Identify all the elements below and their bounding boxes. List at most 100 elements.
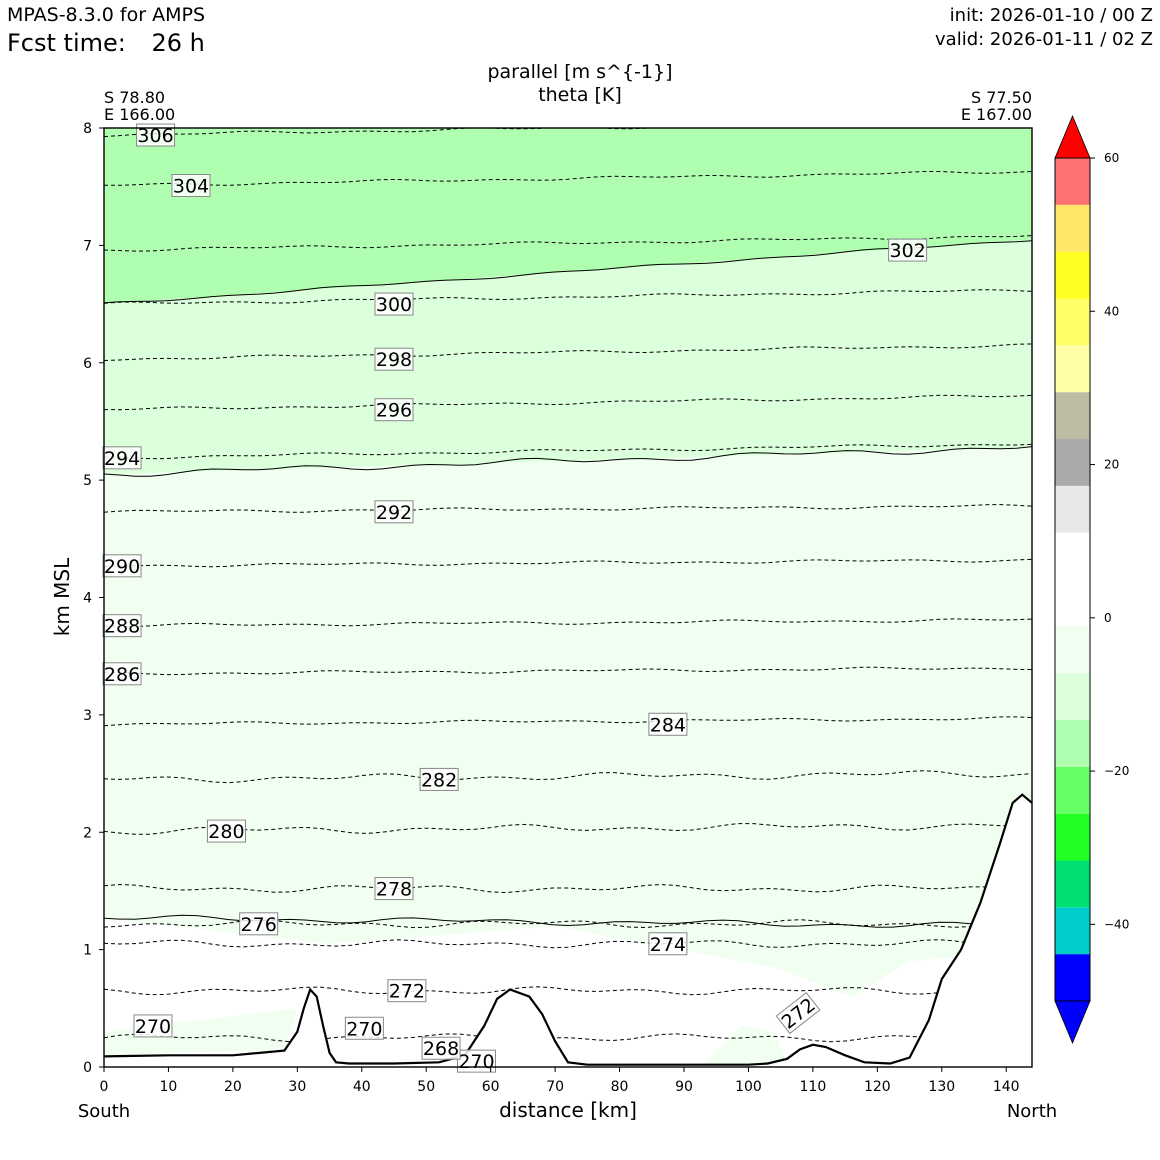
plot-area — [104, 128, 1032, 1067]
theta-label-304: 304 — [171, 174, 211, 198]
forecast-time-label: Fcst time: — [7, 29, 126, 57]
svg-text:270: 270 — [135, 1016, 171, 1038]
svg-text:296: 296 — [376, 400, 412, 422]
chart-title-line1: parallel [m s^{-1}] — [487, 61, 672, 83]
theta-label-272: 272 — [387, 979, 427, 1003]
theta-label-280: 280 — [206, 819, 246, 843]
svg-text:282: 282 — [421, 769, 457, 791]
theta-contour-274 — [104, 939, 1032, 949]
svg-text:270: 270 — [458, 1051, 494, 1073]
theta-label-292: 292 — [374, 500, 414, 524]
y-tick-label: 3 — [83, 708, 92, 724]
colorbar-segment — [1055, 392, 1090, 439]
colorbar-tick-label: 20 — [1104, 458, 1119, 472]
x-tick-label: 40 — [353, 1079, 371, 1095]
svg-text:276: 276 — [241, 914, 277, 936]
valid-time: valid: 2026-01-11 / 02 Z — [935, 29, 1153, 50]
colorbar-tick-label: 40 — [1104, 304, 1119, 318]
colorbar-segment — [1055, 345, 1090, 393]
wind-contour-line-0 — [104, 240, 1032, 304]
colorbar-segment — [1055, 766, 1090, 814]
colorbar-segment — [1055, 673, 1090, 720]
colorbar-tick-label: −40 — [1104, 917, 1129, 931]
theta-contour-280 — [104, 823, 1032, 835]
colorbar-segment — [1055, 532, 1090, 580]
left-end-lat: S 78.80 — [104, 88, 165, 107]
x-tick-label: 80 — [611, 1079, 629, 1095]
theta-contour-282 — [104, 770, 1032, 784]
svg-text:272: 272 — [778, 994, 820, 1034]
svg-text:294: 294 — [104, 448, 140, 470]
y-tick-label: 4 — [83, 591, 92, 607]
x-tick-label: 90 — [675, 1079, 693, 1095]
svg-text:288: 288 — [104, 616, 140, 638]
colorbar-segment — [1055, 907, 1090, 955]
svg-text:302: 302 — [889, 240, 925, 262]
y-tick-label: 8 — [83, 121, 92, 137]
y-tick-label: 6 — [83, 356, 92, 372]
y-tick-label: 0 — [83, 1060, 92, 1076]
colorbar-segment — [1055, 954, 1090, 1001]
theta-label-290: 290 — [102, 554, 142, 578]
svg-text:286: 286 — [104, 664, 140, 686]
colorbar-tick-label: 60 — [1104, 151, 1119, 165]
svg-text:290: 290 — [104, 556, 140, 578]
left-end-lon: E 166.00 — [104, 105, 175, 124]
theta-label-286: 286 — [102, 662, 142, 686]
svg-text:292: 292 — [376, 502, 412, 524]
x-tick-label: 50 — [417, 1079, 435, 1095]
x-tick-label: 0 — [100, 1079, 109, 1095]
colorbar-segment — [1055, 626, 1090, 674]
theta-contour-306 — [104, 128, 656, 138]
svg-text:306: 306 — [137, 125, 173, 147]
init-time: init: 2026-01-10 / 00 Z — [949, 5, 1153, 26]
y-tick-label: 1 — [83, 943, 92, 959]
contour-labels: 272 274 276 278 280 282 284 286 288 290 292 294 296 2… — [102, 123, 928, 1073]
y-tick-label: 7 — [83, 238, 92, 254]
south-label: South — [78, 1101, 130, 1122]
x-tick-label: 60 — [482, 1079, 500, 1095]
theta-contour-304 — [104, 171, 1032, 186]
theta-contour-294 — [104, 443, 1032, 460]
theta-contour-284 — [104, 716, 1032, 727]
svg-text:268: 268 — [423, 1038, 459, 1060]
y-axis-label: km MSL — [50, 557, 74, 636]
x-tick-label: 20 — [224, 1079, 242, 1095]
theta-label-274: 274 — [648, 932, 688, 956]
terrain-fill — [104, 794, 1032, 1067]
wind-band-1 — [104, 239, 1032, 475]
theta-label-278: 278 — [374, 877, 414, 901]
theta-label-extra-3: 272 — [775, 991, 821, 1035]
theta-label-282: 282 — [419, 767, 459, 791]
svg-text:274: 274 — [650, 934, 686, 956]
theta-contour-302 — [104, 235, 1032, 252]
terrain-line — [104, 793, 1032, 1066]
model-name: MPAS-8.3.0 for AMPS — [7, 4, 206, 26]
wind-band-2 — [104, 447, 1032, 997]
colorbar-frame — [1054, 157, 1091, 1002]
x-tick-label: 30 — [288, 1079, 306, 1095]
wind-pocket-south — [104, 1008, 298, 1056]
colorbar-segment — [1055, 720, 1090, 767]
theta-contour-292 — [104, 504, 1032, 513]
colorbar: 60 40 20 0 −20 −40 — [1054, 114, 1129, 1045]
colorbar-segment — [1055, 860, 1090, 908]
colorbar-tick-label: −20 — [1104, 764, 1129, 778]
colorbar-segment — [1055, 204, 1090, 252]
x-tick-label: 140 — [993, 1079, 1020, 1095]
colorbar-segment — [1055, 158, 1090, 205]
colorbar-tick-label: 0 — [1104, 611, 1112, 625]
colorbar-min-arrow — [1054, 1000, 1091, 1045]
svg-text:272: 272 — [389, 981, 425, 1003]
x-tick-label: 10 — [160, 1079, 178, 1095]
svg-text:300: 300 — [376, 294, 412, 316]
x-tick-label: 130 — [928, 1079, 955, 1095]
theta-contour-296 — [104, 394, 1032, 411]
colorbar-segment — [1055, 251, 1090, 299]
x-tick-label: 110 — [800, 1079, 827, 1095]
theta-label-276: 276 — [239, 912, 279, 936]
x-axis-ticks: 0 10 20 30 40 50 60 70 80 90 100 110 120 130 140 — [100, 1067, 1020, 1095]
theta-label-294: 294 — [102, 446, 142, 470]
theta-label-extra-2: 268 — [421, 1036, 461, 1060]
